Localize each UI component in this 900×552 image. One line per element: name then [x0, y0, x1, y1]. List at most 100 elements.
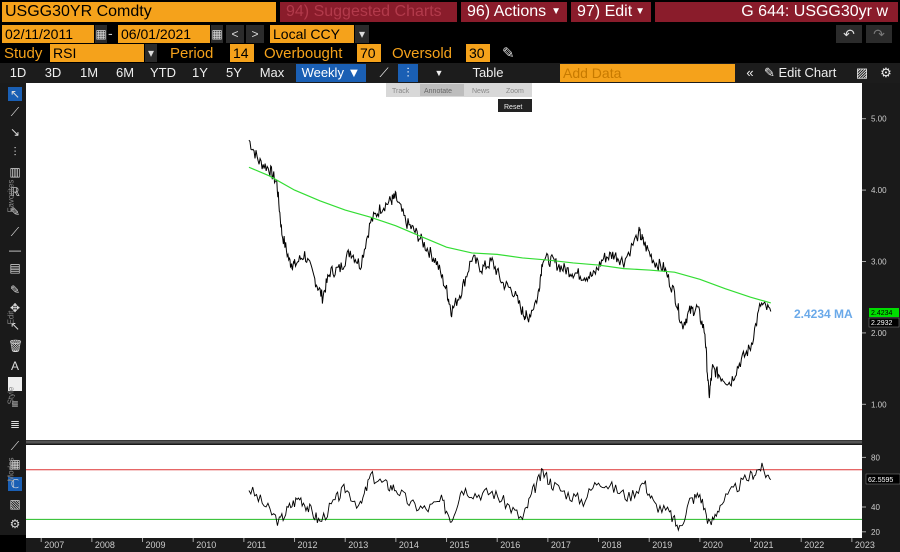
zoom-button[interactable]: Zoom — [506, 88, 524, 95]
prev-period-button[interactable]: < — [226, 25, 244, 43]
chevron-down-icon[interactable]: ▼ — [434, 68, 444, 78]
line-tool-icon[interactable]: ⟋ — [10, 105, 20, 119]
thickness-icon[interactable]: ≣ — [9, 417, 21, 431]
ratio-tool-icon[interactable]: ℝ — [10, 185, 20, 199]
range-ytd-button[interactable]: YTD — [150, 65, 176, 80]
overbought-field[interactable]: 70 — [357, 44, 381, 62]
title-bar: USGG30YR Comdty 94) Suggested Charts 96)… — [0, 0, 900, 24]
study-select[interactable]: RSI — [50, 44, 144, 62]
price-axis: 5.00 4.00 3.00 2.00 1.00 — [862, 115, 887, 409]
year-tick-label: 2009 — [146, 540, 166, 550]
overbought-label: Overbought — [264, 45, 343, 62]
news-button[interactable]: News — [472, 88, 490, 95]
ma-value-tag-bg — [869, 308, 899, 317]
currency-select[interactable]: Local CCY — [270, 25, 354, 43]
calendar-icon[interactable]: ▦ — [95, 25, 107, 43]
period-label: Period — [170, 45, 214, 62]
rsi-line — [248, 462, 772, 532]
gear-icon[interactable]: ⚙ — [9, 517, 21, 531]
line-chart-icon[interactable]: ⟋ — [379, 65, 389, 80]
rsi-value-tag-bg — [865, 473, 900, 485]
hline-icon[interactable]: — — [9, 243, 21, 257]
brush-icon[interactable]: ⟋ — [10, 225, 20, 239]
ma-label: 2.4234 MA — [794, 307, 853, 321]
annotate-button[interactable]: Annotate — [424, 88, 452, 95]
year-tick-label: 2010 — [196, 540, 216, 550]
fib-tool-icon[interactable]: ⫶ — [13, 145, 17, 159]
year-tick-label: 2020 — [703, 540, 723, 550]
suggested-charts-menu[interactable]: 94) Suggested Charts — [280, 2, 457, 22]
draw-icon[interactable]: ✎ — [9, 283, 21, 297]
move-icon[interactable]: ✥ — [9, 301, 21, 315]
channel-tool-icon[interactable]: ▥ — [9, 165, 21, 179]
chart-area[interactable]: 5.00 4.00 3.00 2.00 1.00 80 40 20 2007 2008 2009… — [26, 83, 900, 552]
collapse-icon[interactable]: « — [746, 65, 754, 80]
start-date-field[interactable]: 02/11/2011 — [2, 25, 94, 43]
crosshair-icon[interactable]: ⟋ — [10, 439, 20, 453]
ticker-field[interactable]: USGG30YR Comdty — [2, 2, 276, 22]
actions-menu[interactable]: 96) Actions ▼ — [461, 2, 567, 22]
year-tick-label: 2016 — [500, 540, 520, 550]
pointer-icon[interactable]: ↖ — [9, 319, 21, 333]
range-3d-button[interactable]: 3D — [44, 65, 62, 80]
tool-sidebar: ↖ ⟋ ↘ ⫶ ▥ ℝ ✎ ⟋ — ▤ Favorites ✎ ✥ ↖ 🗑 Ed… — [0, 83, 26, 535]
track-button[interactable]: Track — [392, 88, 410, 95]
text-icon[interactable]: A — [10, 359, 19, 373]
pencil-icon: ✎ — [764, 65, 779, 80]
range-1d-button[interactable]: 1D — [9, 65, 27, 80]
compare-icon[interactable]: ℂ — [8, 477, 22, 491]
year-tick-label: 2015 — [450, 540, 470, 550]
chevron-down-icon: ▼ — [635, 6, 645, 17]
range-1y-button[interactable]: 1Y — [192, 65, 208, 80]
pencil-icon[interactable]: ✎ — [502, 45, 515, 62]
price-panel[interactable] — [26, 83, 862, 440]
trend-tool-icon[interactable]: ↘ — [9, 125, 21, 139]
ruler-icon[interactable]: ▤ — [9, 261, 21, 275]
range-max-button[interactable]: Max — [259, 65, 285, 80]
edit-chart-button[interactable]: ✎ Edit Chart — [764, 64, 848, 82]
period-field[interactable]: 14 — [230, 44, 254, 62]
range-1m-button[interactable]: 1M — [79, 65, 99, 80]
oversold-field[interactable]: 30 — [466, 44, 490, 62]
trash-icon[interactable]: 🗑 — [8, 339, 24, 353]
toolbar: 1D 3D 1M 6M YTD 1Y 5Y Max Weekly ▼ ⟋ ⫶ ▼… — [0, 63, 900, 83]
range-5y-button[interactable]: 5Y — [226, 65, 242, 80]
edit-menu[interactable]: 97) Edit ▼ — [571, 2, 651, 22]
range-6m-button[interactable]: 6M — [115, 65, 135, 80]
rsi-panel[interactable] — [26, 445, 862, 538]
undo-icon[interactable]: ↶ — [836, 25, 862, 43]
chart-mode-icon[interactable]: ▦ — [9, 457, 21, 471]
edit-layout-icon[interactable]: ▨ — [855, 65, 869, 80]
cursor-icon[interactable]: ↖ — [8, 87, 22, 101]
chevron-down-icon[interactable]: ▾ — [355, 25, 369, 43]
fill-color-icon[interactable] — [8, 377, 22, 391]
calendar-icon[interactable]: ▦ — [211, 25, 223, 43]
price-tick-label: 2.00 — [871, 329, 887, 338]
year-tick-label: 2017 — [551, 540, 571, 550]
year-tick-label: 2011 — [247, 540, 266, 550]
end-date-field[interactable]: 06/01/2021 — [118, 25, 210, 43]
layers-icon[interactable]: ▧ — [9, 497, 21, 511]
add-data-input[interactable]: Add Data — [560, 64, 735, 82]
year-tick-label: 2013 — [348, 540, 368, 550]
year-tick-label: 2019 — [652, 540, 672, 550]
reset-button[interactable]: Reset — [504, 104, 522, 111]
bar-chart-icon[interactable]: ⫶ — [398, 64, 418, 82]
next-period-button[interactable]: > — [246, 25, 264, 43]
price-tick-label: 5.00 — [871, 115, 887, 124]
rsi-axis: 80 40 20 — [862, 453, 880, 537]
year-tick-label: 2022 — [804, 540, 824, 550]
rsi-tick-label: 80 — [871, 453, 880, 462]
chevron-down-icon[interactable]: ▾ — [145, 44, 157, 62]
pen-tool-icon[interactable]: ✎ — [9, 205, 21, 219]
gear-icon[interactable]: ⚙ — [880, 65, 892, 80]
table-button[interactable]: Table — [472, 65, 504, 80]
price-line — [248, 139, 772, 399]
year-tick-label: 2007 — [44, 540, 64, 550]
redo-icon[interactable]: ↷ — [866, 25, 892, 43]
year-tick-label: 2014 — [399, 540, 419, 550]
frequency-select[interactable]: Weekly ▼ — [296, 64, 366, 82]
actions-label: 96) Actions — [467, 3, 547, 20]
line-style-icon[interactable]: ≡ — [11, 397, 19, 411]
edit-chart-label: Edit Chart — [778, 65, 837, 80]
